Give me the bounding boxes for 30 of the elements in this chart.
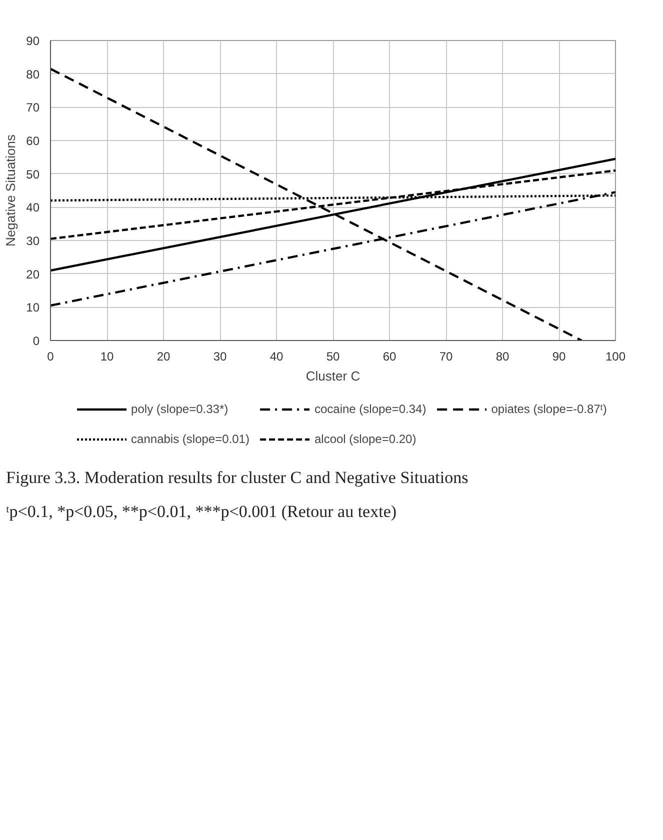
- legend-label: opiates (slope=-0.87ᵗ): [491, 402, 607, 416]
- x-tick-label: 100: [605, 350, 626, 364]
- y-tick-label: 40: [26, 200, 40, 215]
- y-tick-label: 60: [26, 134, 40, 148]
- y-tick-label: 20: [26, 267, 40, 282]
- legend-label: cocaine (slope=0.34): [314, 402, 426, 416]
- x-axis-title: Cluster C: [306, 368, 360, 384]
- x-tick-label: 0: [47, 350, 54, 364]
- y-tick-label: 10: [26, 300, 40, 315]
- x-tick-label: 30: [213, 350, 227, 364]
- x-tick-label: 80: [496, 350, 510, 364]
- x-tick-label: 10: [100, 350, 114, 364]
- x-tick-label: 40: [270, 350, 284, 364]
- y-tick-label: 80: [26, 67, 40, 82]
- x-tick-label: 50: [326, 350, 340, 364]
- legend-label: poly (slope=0.33*): [131, 402, 228, 416]
- y-tick-label: 70: [26, 100, 40, 115]
- x-tick-label: 20: [156, 350, 170, 364]
- legend-label: cannabis (slope=0.01): [131, 432, 250, 446]
- x-tick-label: 70: [439, 350, 453, 364]
- x-tick-label: 60: [382, 350, 396, 364]
- x-tick-label: 90: [552, 350, 566, 364]
- legend-label: alcool (slope=0.20): [314, 432, 416, 446]
- y-axis-title: Negative Situations: [3, 134, 18, 247]
- y-tick-label: 90: [26, 34, 40, 48]
- caption: Figure 3.3. Moderation results for cluster C and Negative Situations: [6, 467, 468, 489]
- y-tick-label: 0: [32, 334, 40, 348]
- text: ᵗp<0.1, *p<0.05, **p<0.01, ***p<0.001 (Retour au texte): [6, 501, 397, 524]
- y-tick-label: 30: [26, 234, 40, 248]
- y-tick-label: 50: [26, 167, 40, 182]
